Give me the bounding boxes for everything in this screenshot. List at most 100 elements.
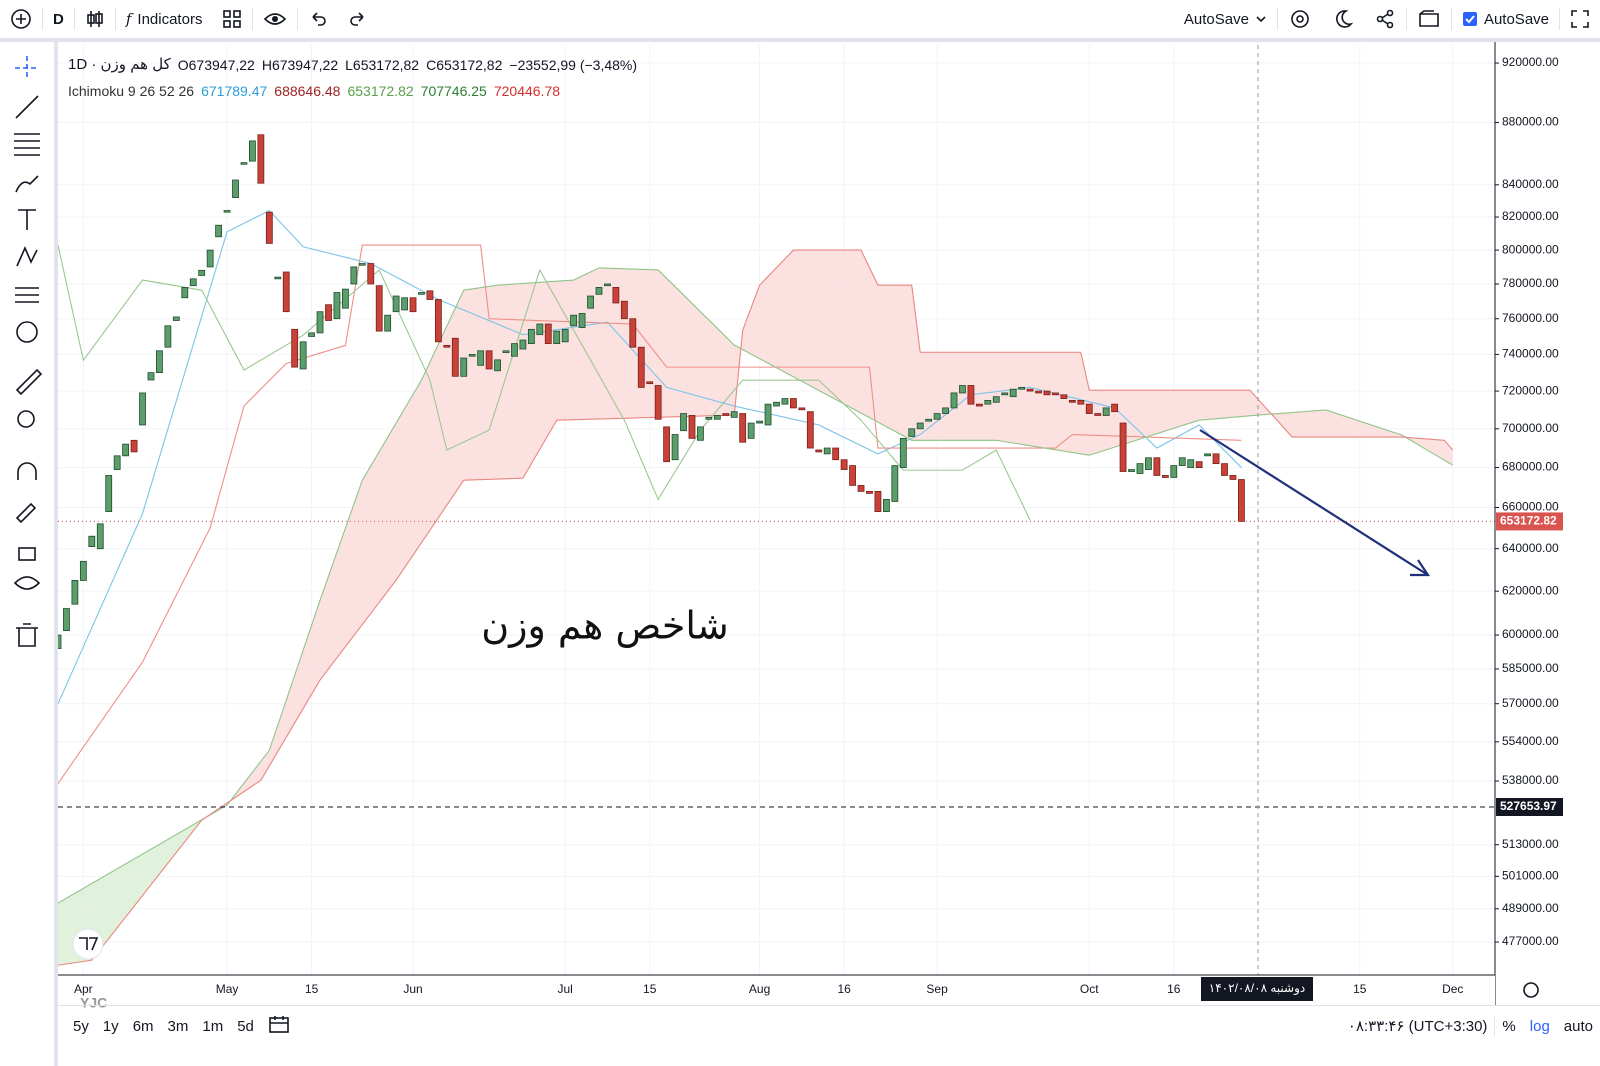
y-tick-label: 570000.00 — [1502, 696, 1559, 710]
autosave-toggle[interactable]: AutoSave — [1452, 0, 1559, 38]
x-tick-label: 15 — [643, 982, 657, 996]
checkbox[interactable] — [1462, 11, 1478, 27]
candle — [71, 580, 79, 605]
bottom-toolbar: 5y 1y 6m 3m 1m 5d ۰۸:۳۳:۴۶ (UTC+3:30) % log a… — [58, 1005, 1600, 1046]
candle — [773, 401, 780, 407]
candle — [156, 350, 163, 374]
range-button[interactable]: 5d — [237, 1017, 254, 1035]
x-tick-label: Apr — [74, 982, 93, 996]
text-tool[interactable] — [18, 209, 36, 230]
ichimoku-line — [57, 209, 1242, 704]
annotation: شاخص هم وزن — [481, 604, 729, 649]
logo — [72, 928, 104, 960]
x-tick-label: 15 — [1353, 982, 1367, 996]
candle — [291, 328, 299, 368]
zoom-tool[interactable] — [17, 410, 35, 428]
price-label: 527653.97 — [1500, 799, 1557, 813]
candle — [950, 392, 958, 409]
indicator-value: 688646.48 — [274, 83, 341, 99]
emoji-tool[interactable] — [16, 321, 38, 343]
separator — [1276, 8, 1278, 30]
share[interactable] — [1364, 0, 1406, 38]
range-buttons: 5y 1y 6m 3m 1m 5d — [58, 1018, 261, 1035]
candle — [1178, 457, 1186, 467]
fib-tool[interactable] — [14, 133, 40, 156]
interval[interactable]: D — [53, 10, 64, 28]
range-button[interactable]: 5y — [73, 1017, 89, 1035]
candle — [1043, 390, 1051, 396]
candle — [477, 350, 485, 366]
candle — [1170, 465, 1178, 478]
candle — [240, 162, 248, 165]
range-button[interactable]: 3m — [167, 1017, 189, 1035]
y-tick-label: 477000.00 — [1502, 934, 1559, 948]
arrow-head — [1410, 559, 1431, 577]
candle — [1111, 403, 1119, 413]
candle — [1102, 407, 1110, 416]
hide-tool[interactable] — [13, 576, 41, 590]
candle — [916, 422, 924, 430]
candle — [975, 403, 983, 407]
autosave-menu[interactable]: AutoSave — [1174, 0, 1277, 38]
icon — [1291, 10, 1309, 28]
trend-line-tool[interactable] — [15, 95, 39, 119]
candle — [63, 608, 70, 632]
autosave-label: AutoSave — [1483, 10, 1549, 28]
ohlc-value: H673947,22 — [261, 57, 339, 73]
auto-toggle[interactable]: auto — [1563, 1017, 1593, 1035]
pattern-tool[interactable] — [16, 246, 38, 267]
candle — [1161, 475, 1169, 478]
candle — [570, 314, 578, 327]
candle — [392, 295, 400, 313]
candle — [764, 403, 772, 426]
candle — [612, 287, 620, 304]
settings-icon[interactable] — [1523, 982, 1539, 998]
brush-tool[interactable] — [15, 175, 39, 193]
projection-tool[interactable] — [15, 287, 39, 303]
candle — [460, 357, 468, 377]
add-symbol[interactable] — [0, 0, 42, 38]
candle — [494, 359, 501, 372]
theme[interactable] — [1322, 0, 1364, 38]
candle — [705, 416, 713, 420]
indicator-value: 671789.47 — [201, 83, 268, 99]
crosshair-tool[interactable] — [15, 56, 39, 80]
axis-layer: 920000.00 880000.00 840000.00 820000.00 8000… — [74, 55, 1563, 996]
date-range-button[interactable] — [261, 1014, 297, 1038]
range-button[interactable]: 6m — [132, 1017, 154, 1035]
range-button[interactable]: 1m — [202, 1017, 224, 1035]
candle — [1128, 469, 1135, 472]
candle — [891, 465, 899, 502]
indicators-button[interactable]: f Indicators — [116, 0, 213, 38]
candle — [274, 276, 282, 280]
log-toggle[interactable]: log — [1529, 1017, 1550, 1035]
candle — [1145, 457, 1152, 470]
candle — [637, 346, 645, 388]
candle — [1035, 390, 1042, 394]
trash-tool[interactable] — [16, 623, 38, 647]
chart-type[interactable] — [75, 0, 115, 38]
settings[interactable] — [1278, 0, 1322, 38]
fullscreen[interactable] — [1560, 0, 1600, 38]
ohlc-row: کل هم وزن · 1D O673947,22 H673947,22 L6531… — [68, 52, 637, 78]
templates[interactable] — [212, 0, 252, 38]
range-button[interactable]: 1y — [102, 1017, 119, 1035]
magnet-tool[interactable] — [17, 462, 37, 480]
y-tick-label: 780000.00 — [1502, 276, 1559, 290]
visibility[interactable] — [253, 0, 297, 38]
price-label-box — [1496, 797, 1563, 816]
candle — [536, 323, 544, 336]
percent-toggle[interactable]: % — [1502, 1017, 1516, 1035]
candle — [992, 396, 1000, 403]
candle — [113, 455, 121, 470]
candle — [409, 297, 417, 313]
undo[interactable] — [298, 0, 338, 38]
candle — [257, 134, 265, 184]
redo[interactable] — [338, 0, 378, 38]
snapshot[interactable] — [1407, 0, 1451, 38]
ruler-tool[interactable] — [15, 368, 43, 396]
lock-draw-tool[interactable] — [15, 502, 37, 524]
ichimoku-line — [57, 244, 1031, 521]
candle — [857, 484, 865, 492]
lock-tool[interactable] — [18, 547, 36, 561]
